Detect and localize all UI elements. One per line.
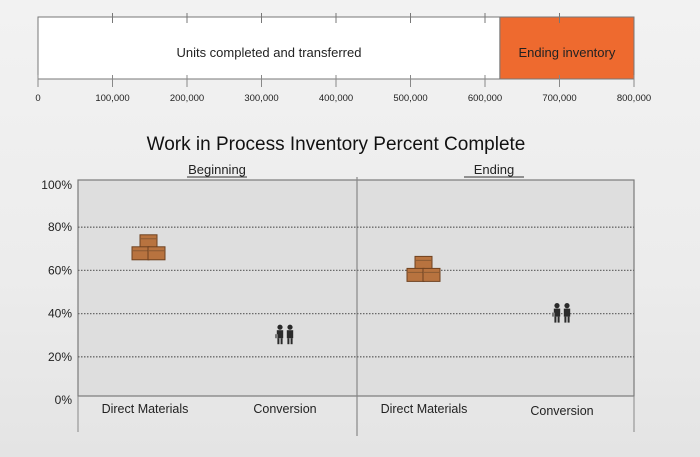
x-tick-label: 100,000 <box>95 93 129 104</box>
person-leg <box>287 338 290 345</box>
box-shape <box>131 246 150 261</box>
x-tick-label: 700,000 <box>542 93 576 104</box>
panel-label-beginning: Beginning <box>188 162 246 177</box>
person-leg <box>290 338 293 345</box>
x-tick-label: 600,000 <box>468 93 502 104</box>
panel-label-ending: Ending <box>474 162 514 177</box>
workers-icon <box>552 303 571 323</box>
box-shape <box>406 267 425 282</box>
x-tick-label: 800,000 <box>617 93 651 104</box>
person-body <box>286 330 294 339</box>
person-leg <box>567 316 570 323</box>
workers-icon <box>275 324 294 345</box>
y-tick-label: 80% <box>48 220 72 234</box>
plot-area <box>77 179 635 397</box>
tool-box <box>552 312 555 317</box>
person-body <box>553 308 561 317</box>
box-shape <box>139 234 158 249</box>
boxes-icon <box>406 255 441 282</box>
person-leg <box>277 338 280 345</box>
category-label: Direct Materials <box>381 402 468 416</box>
category-label: Conversion <box>253 402 316 416</box>
y-tick-label: 20% <box>48 350 72 364</box>
person-leg <box>280 338 283 345</box>
x-tick-label: 0 <box>35 93 40 104</box>
box-shape <box>414 255 433 270</box>
person-body <box>563 308 571 317</box>
person-head <box>554 303 560 309</box>
category-label: Conversion <box>530 404 593 418</box>
y-tick-label: 60% <box>48 263 72 277</box>
person-leg <box>564 316 567 323</box>
y-tick-label: 100% <box>41 178 72 192</box>
bar-segment-label-1: Units completed and transferred <box>176 45 361 60</box>
boxes-icon <box>131 234 166 261</box>
x-tick-label: 200,000 <box>170 93 204 104</box>
box-shape <box>422 267 441 282</box>
y-tick-label: 40% <box>48 307 72 321</box>
bar-segment-label-2: Ending inventory <box>519 45 616 60</box>
bar-segment-1 <box>37 16 501 80</box>
person-head <box>564 303 570 309</box>
x-tick-label: 400,000 <box>319 93 353 104</box>
person-leg <box>554 316 557 323</box>
tool-box <box>275 334 278 339</box>
category-label: Direct Materials <box>102 402 189 416</box>
chart-title: Work in Process Inventory Percent Comple… <box>147 134 526 155</box>
y-tick-label: 0% <box>55 393 73 407</box>
bar-segment-2 <box>499 16 635 80</box>
person-head <box>277 324 283 330</box>
person-leg <box>557 316 560 323</box>
person-body <box>276 330 284 339</box>
x-tick-label: 300,000 <box>244 93 278 104</box>
x-tick-label: 500,000 <box>393 93 427 104</box>
person-head <box>287 324 293 330</box>
box-shape <box>147 246 166 261</box>
